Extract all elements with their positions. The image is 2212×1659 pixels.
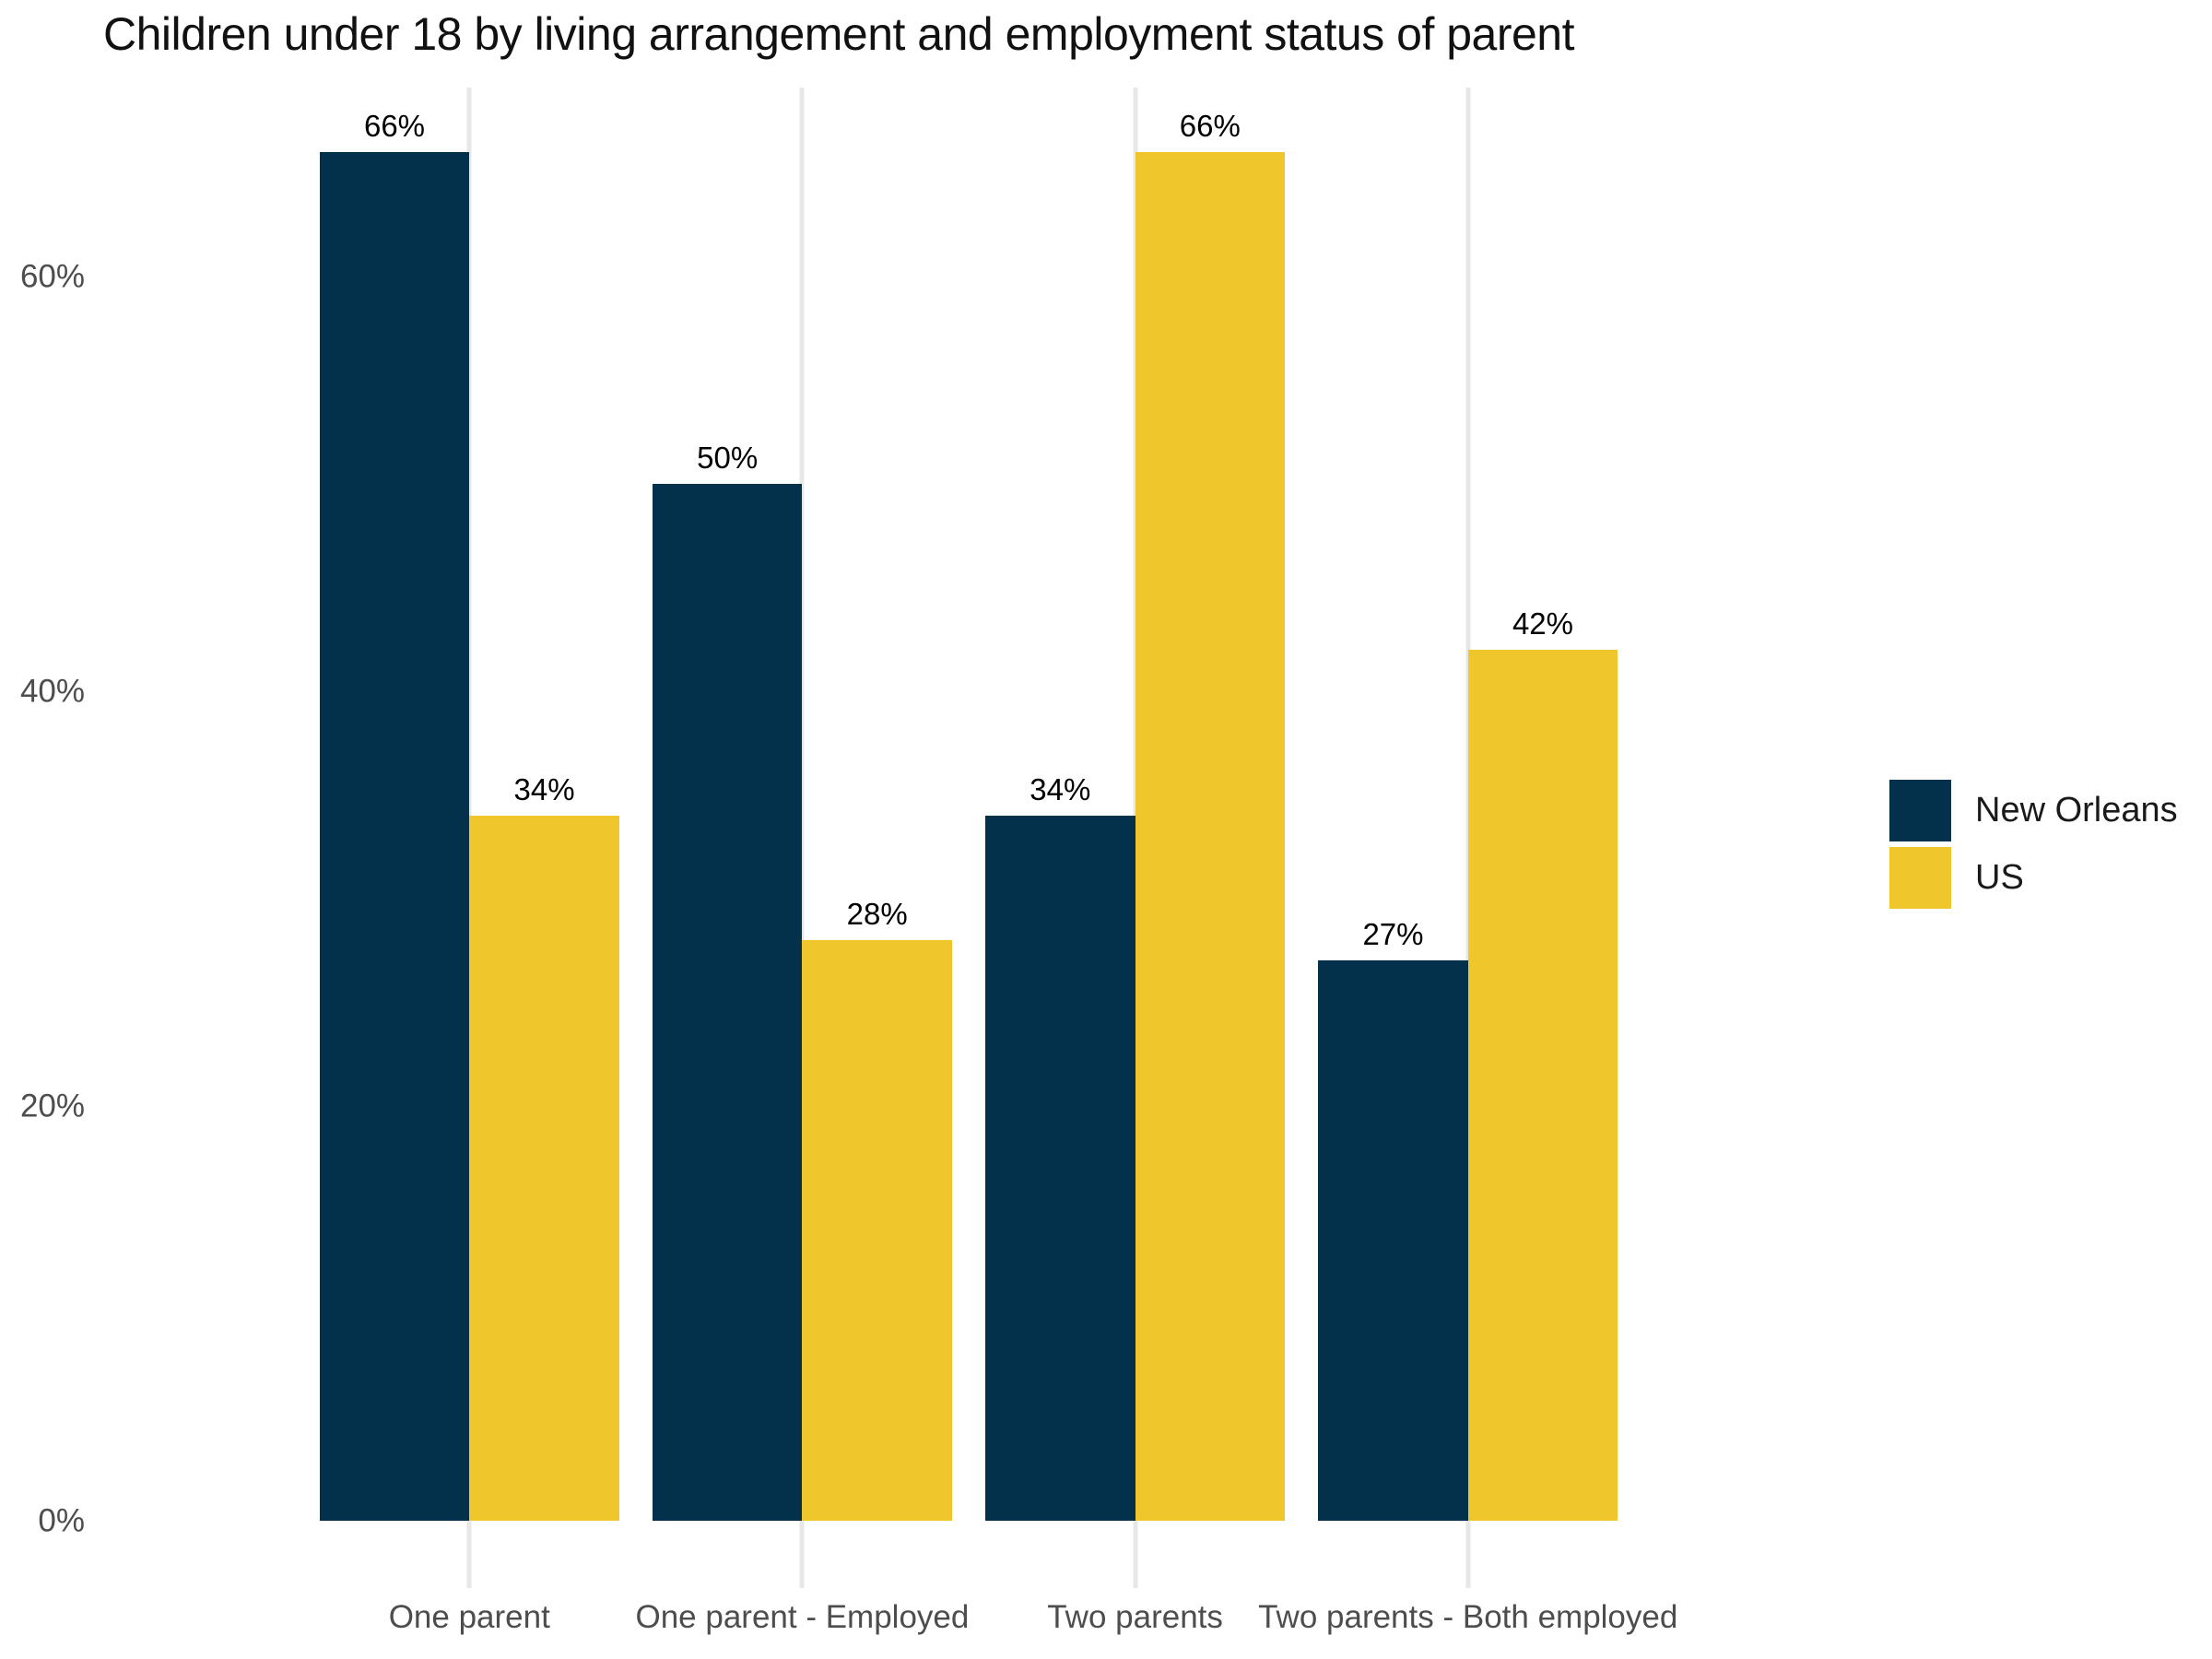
y-tick-label-20%: 20% [19, 1088, 85, 1124]
legend-swatch [1889, 780, 1951, 841]
bar-value-label: 50% [697, 440, 759, 475]
x-tick-label-4: Two parents - Both employed [1258, 1599, 1678, 1635]
x-axis: One parent One parent - Employed Two paren… [103, 1601, 1834, 1656]
bar-value-label: 28% [846, 896, 908, 931]
bar-us-1 [469, 815, 619, 1521]
y-axis: 0% 20% 40% 60% [0, 88, 85, 1536]
legend-label: New Orleans [1975, 791, 2178, 830]
x-tick-label-3: Two parents [1047, 1599, 1223, 1635]
gridline-2 [799, 88, 805, 1588]
bar-value-label: 66% [363, 108, 426, 143]
bar-value-label: 34% [513, 771, 575, 806]
y-tick-label-60%: 60% [19, 258, 85, 295]
bar-value-label: 42% [1512, 606, 1574, 641]
chart-title: Children under 18 by living arrangement … [103, 8, 1575, 60]
bar-value-label: 27% [1362, 917, 1424, 952]
bar-value-label: 66% [1179, 108, 1241, 143]
bar-new-orleans-1 [319, 151, 470, 1521]
x-tick-label-1: One parent [388, 1599, 550, 1635]
legend-item-new-orleans: New Orleans [1889, 780, 2178, 841]
bar-new-orleans-4 [1318, 960, 1468, 1521]
y-tick-label-0%: 0% [38, 1502, 85, 1539]
x-tick-label-2: One parent - Employed [635, 1599, 970, 1635]
bar-value-label: 34% [1030, 771, 1091, 806]
bar-us-4 [1467, 649, 1618, 1521]
bar-new-orleans-2 [652, 483, 803, 1521]
legend-swatch [1889, 847, 1951, 909]
y-tick-label-40%: 40% [19, 673, 85, 710]
bar-us-3 [1135, 151, 1286, 1521]
legend: New Orleans US [1889, 780, 2178, 914]
plot-area: 66% 50% 34% 27% 34% 28% 66% 42% [103, 88, 1834, 1588]
legend-item-us: US [1889, 847, 2178, 909]
bar-new-orleans-3 [985, 815, 1135, 1521]
bar-us-2 [802, 939, 952, 1521]
legend-label: US [1975, 858, 2024, 897]
